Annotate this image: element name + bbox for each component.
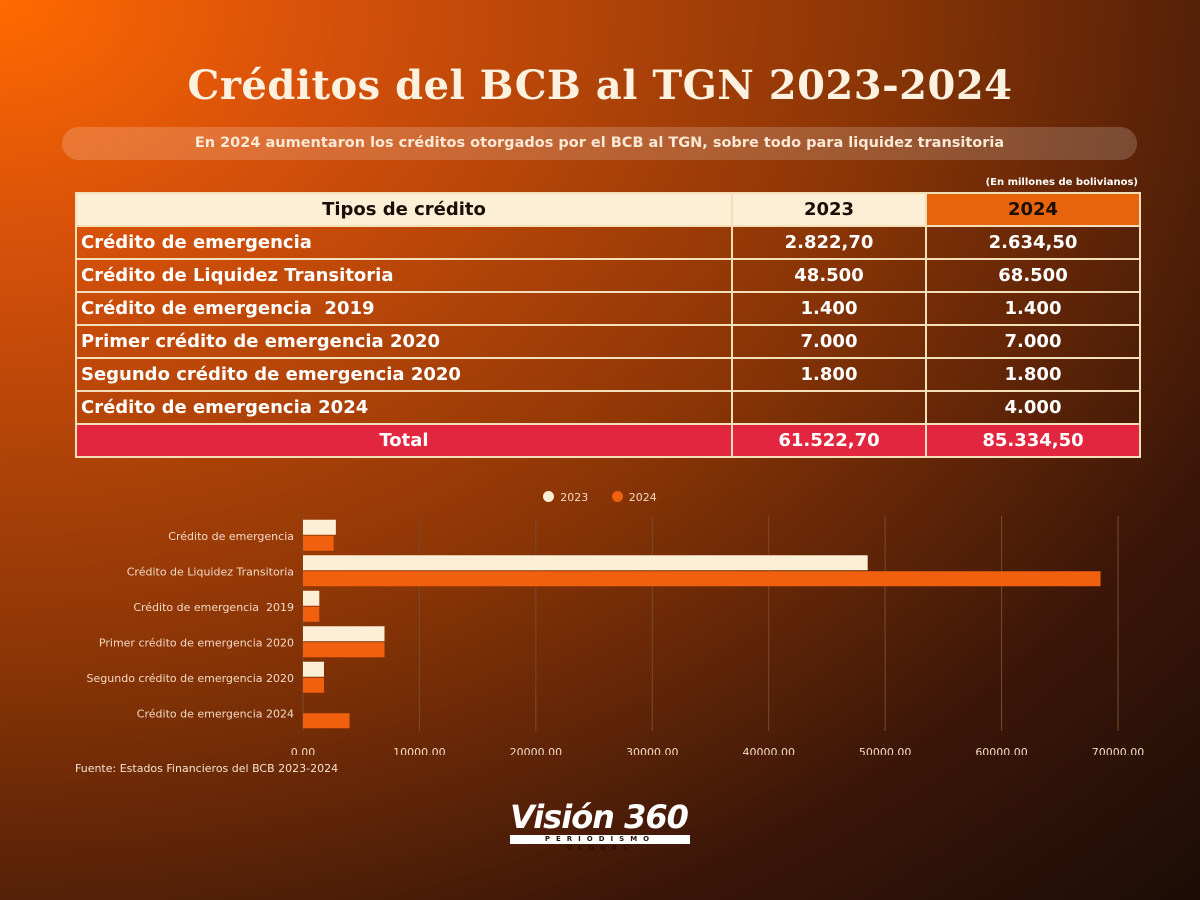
table-row: Crédito de emergencia 2024 4.000 [75, 390, 1141, 425]
row-label: Crédito de Liquidez Transitoria [75, 258, 733, 293]
row-value-2024: 4.000 [925, 390, 1141, 425]
x-tick-label: 0.00 [291, 746, 316, 755]
row-value-2023: 48.500 [731, 258, 927, 293]
page-title: Créditos del BCB al TGN 2023-2024 [187, 62, 1013, 109]
vision360-logo: Visión 360 PERIODISMO GLOBAL [510, 798, 695, 852]
x-tick-label: 60000.00 [975, 746, 1028, 755]
logo-wordmark: Visión 360 [510, 798, 689, 836]
bar-2023 [303, 661, 324, 677]
row-label: Primer crédito de emergencia 2020 [75, 324, 733, 359]
x-tick-label: 30000.00 [626, 746, 679, 755]
table-row: Crédito de Liquidez Transitoria 48.500 6… [75, 258, 1141, 293]
table-row: Crédito de emergencia 2.822,70 2.634,50 [75, 225, 1141, 260]
legend-swatch-2024 [611, 491, 623, 502]
legend-swatch-2023 [543, 491, 555, 502]
bar-2023 [303, 519, 336, 535]
x-tick-label: 20000.00 [510, 746, 563, 755]
total-label: Total [75, 423, 733, 458]
bar-2024 [303, 571, 1101, 587]
row-value-2024: 68.500 [925, 258, 1141, 293]
total-2024: 85.334,50 [925, 423, 1141, 458]
row-label: Segundo crédito de emergencia 2020 [75, 357, 733, 392]
x-tick-label: 70000.00 [1092, 746, 1145, 755]
credits-table: Tipos de crédito 2023 2024 Crédito de em… [75, 192, 1141, 458]
y-category-label: Segundo crédito de emergencia 2020 [87, 672, 294, 685]
table-total-row: Total 61.522,70 85.334,50 [75, 423, 1141, 458]
chart-legend: 2023 2024 [0, 491, 1200, 504]
row-value-2023: 7.000 [731, 324, 927, 359]
row-value-2023: 1.800 [731, 357, 927, 392]
header-2024: 2024 [925, 192, 1141, 227]
row-value-2024: 1.400 [925, 291, 1141, 326]
x-tick-label: 10000.00 [393, 746, 446, 755]
row-value-2024: 7.000 [925, 324, 1141, 359]
subtitle-banner: En 2024 aumentaron los créditos otorgado… [62, 127, 1137, 160]
bar-2023 [303, 626, 385, 642]
table-row: Primer crédito de emergencia 2020 7.000 … [75, 324, 1141, 359]
table-row: Crédito de emergencia 2019 1.400 1.400 [75, 291, 1141, 326]
bar-2024 [303, 677, 324, 693]
bar-chart: 0.00 10000.00 20000.00 30000.00 40000.00 5000… [87, 516, 1145, 755]
table-header-row: Tipos de crédito 2023 2024 [75, 192, 1141, 227]
bar-2023 [303, 590, 320, 606]
logo-tagline: PERIODISMO GLOBAL [510, 835, 690, 852]
row-label: Crédito de emergencia [75, 225, 733, 260]
units-note: (En millones de bolivianos) [985, 177, 1138, 188]
y-category-label: Crédito de emergencia 2019 [133, 601, 294, 614]
y-category-label: Primer crédito de emergencia 2020 [99, 636, 294, 649]
row-value-2023: 2.822,70 [731, 225, 927, 260]
row-value-2024: 1.800 [925, 357, 1141, 392]
row-label: Crédito de emergencia 2019 [75, 291, 733, 326]
row-value-2024: 2.634,50 [925, 225, 1141, 260]
header-2023: 2023 [731, 192, 927, 227]
bar-2024 [303, 713, 350, 729]
bar-2024 [303, 606, 320, 622]
header-tipos: Tipos de crédito [75, 192, 733, 227]
legend-item-2023: 2023 [543, 491, 592, 504]
legend-label-2023: 2023 [560, 491, 589, 504]
table-row: Segundo crédito de emergencia 2020 1.800… [75, 357, 1141, 392]
row-value-2023: 1.400 [731, 291, 927, 326]
y-category-label: Crédito de emergencia 2024 [137, 707, 294, 720]
bar-2023 [303, 555, 868, 571]
source-note: Fuente: Estados Financieros del BCB 2023… [75, 762, 339, 775]
bar-2024 [303, 642, 385, 658]
y-category-label: Crédito de emergencia [168, 530, 294, 543]
bar-2024 [303, 535, 334, 551]
x-tick-label: 40000.00 [742, 746, 795, 755]
x-tick-label: 50000.00 [859, 746, 912, 755]
legend-item-2024: 2024 [611, 491, 657, 504]
row-value-2023 [731, 390, 927, 425]
y-category-label: Crédito de Liquidez Transitoria [127, 565, 294, 578]
row-label: Crédito de emergencia 2024 [75, 390, 733, 425]
legend-label-2024: 2024 [628, 491, 657, 504]
total-2023: 61.522,70 [731, 423, 927, 458]
